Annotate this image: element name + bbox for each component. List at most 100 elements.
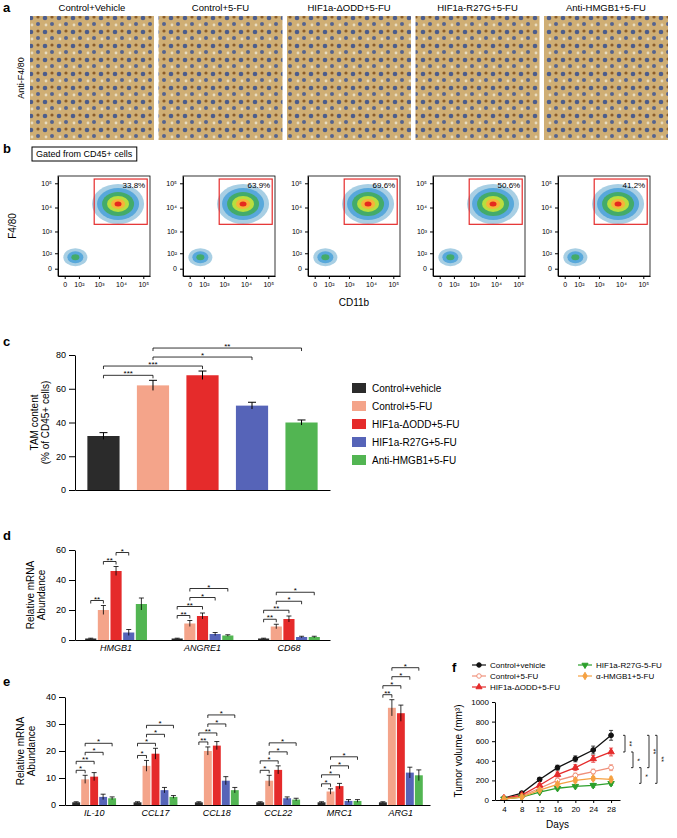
tick-mark xyxy=(593,800,594,803)
tick-label: 10³ xyxy=(292,228,303,235)
legend-swatch xyxy=(352,383,366,393)
plot-area xyxy=(563,179,647,266)
ihc-image xyxy=(30,16,154,140)
tick: 10³ xyxy=(94,276,105,288)
tick-label: 10³ xyxy=(219,281,230,288)
gate-percent: 63.9% xyxy=(248,181,271,190)
bar xyxy=(397,713,405,805)
tick-label: 0 xyxy=(173,265,177,272)
tick: 0 xyxy=(298,265,308,272)
flow-plot: 50.6%010²10³10⁴10⁵010²10³10⁴10⁵ xyxy=(416,176,525,288)
axis: 02004006008001000 xyxy=(471,698,495,805)
tick-mark xyxy=(579,276,580,279)
error-bar xyxy=(276,766,281,774)
axis-title: TAM content xyxy=(29,394,40,450)
significance-label: ** xyxy=(626,741,633,747)
panel-label: f xyxy=(452,660,457,675)
bar xyxy=(274,770,282,805)
tick-label: 10² xyxy=(542,250,553,257)
error-bar xyxy=(110,797,115,800)
axis-title: (% of CD45+ cells) xyxy=(40,381,51,465)
tick-label: 60 xyxy=(56,384,66,394)
tick: 10⁴ xyxy=(241,276,252,288)
tick-label: 20 xyxy=(571,805,580,814)
tick-mark xyxy=(69,423,75,424)
significance-label: * xyxy=(154,728,157,737)
tick-mark xyxy=(59,751,65,752)
axis-line xyxy=(558,177,559,277)
tick-mark xyxy=(305,231,308,232)
tick: 28 xyxy=(607,800,616,814)
tick: 400 xyxy=(476,757,495,766)
axis: 0204060 xyxy=(56,545,76,645)
significance-label: * xyxy=(215,718,218,727)
tick-mark xyxy=(180,253,183,254)
tick-mark xyxy=(69,640,75,641)
tick: HMGB1 xyxy=(100,640,132,653)
tick: 10⁴ xyxy=(491,276,502,288)
marker xyxy=(573,756,578,761)
density-contour xyxy=(321,254,329,260)
tick-mark xyxy=(329,276,330,279)
panel-label: e xyxy=(3,674,10,689)
tick: 24 xyxy=(589,800,598,814)
density-contour xyxy=(486,199,500,209)
tick: 10² xyxy=(292,250,308,257)
error-bar xyxy=(101,794,106,799)
axis-line xyxy=(75,551,76,641)
error-bar xyxy=(153,748,158,759)
tick: 20 xyxy=(571,800,580,814)
legend: Control+vehicleControl+5-FUHIF1a-ΔODD+5-… xyxy=(472,661,662,692)
legend-label: Control+vehicle xyxy=(490,661,546,670)
significance-label: ** xyxy=(658,757,665,763)
tick-mark xyxy=(496,276,497,279)
legend-label: HIF1a-ΔODD+5-FU xyxy=(372,419,460,430)
significance-label: ** xyxy=(200,736,206,745)
tick-label: 0 xyxy=(548,265,552,272)
bar xyxy=(318,802,326,805)
tick-mark xyxy=(575,800,576,803)
density-contour xyxy=(477,192,509,216)
image-title: HIF1a-R27G+5-FU xyxy=(437,2,518,13)
tick-mark xyxy=(99,276,100,279)
error-bar xyxy=(92,773,97,781)
tick-label: 20 xyxy=(46,746,56,756)
plot-frame xyxy=(183,176,275,276)
error-bar xyxy=(101,606,106,615)
tick-mark xyxy=(611,800,612,803)
significance-label: * xyxy=(342,751,345,760)
significance-label: * xyxy=(201,351,204,360)
tick-mark xyxy=(371,276,372,279)
tick: 10⁵ xyxy=(416,180,433,187)
plot-area xyxy=(313,179,397,266)
plot-area xyxy=(87,371,317,490)
tick-label: 40 xyxy=(46,692,56,702)
error-bar xyxy=(416,770,421,781)
error-bar xyxy=(223,777,228,785)
bar xyxy=(87,436,119,490)
axis: 010²10³10⁴10⁵ xyxy=(291,177,308,277)
tick: 0 xyxy=(61,635,75,645)
tick-mark xyxy=(69,550,75,551)
tick: 10² xyxy=(199,276,210,288)
tick-mark xyxy=(492,702,495,703)
error-bar xyxy=(609,730,613,740)
tick-label: 80 xyxy=(56,350,66,360)
tick: 10³ xyxy=(292,228,308,235)
legend-label: Control+5-FU xyxy=(490,672,538,681)
ihc-image xyxy=(287,16,411,140)
tick-mark xyxy=(59,805,65,806)
tick-mark xyxy=(430,208,433,209)
significance-label: ** xyxy=(205,727,211,736)
tick: 0 xyxy=(48,265,58,272)
error-bar xyxy=(285,797,290,800)
tick-mark xyxy=(55,208,58,209)
tick: 20 xyxy=(46,746,65,756)
axis-line xyxy=(434,276,526,277)
flow-plot: 41.2%010²10³10⁴10⁵010²10³10⁴10⁵ xyxy=(541,176,650,288)
tick: 10⁴ xyxy=(541,204,558,211)
tick-label: CCL17 xyxy=(141,808,170,818)
density-contour xyxy=(442,251,458,263)
series-line xyxy=(504,735,611,798)
tick-label: 0 xyxy=(63,281,67,288)
